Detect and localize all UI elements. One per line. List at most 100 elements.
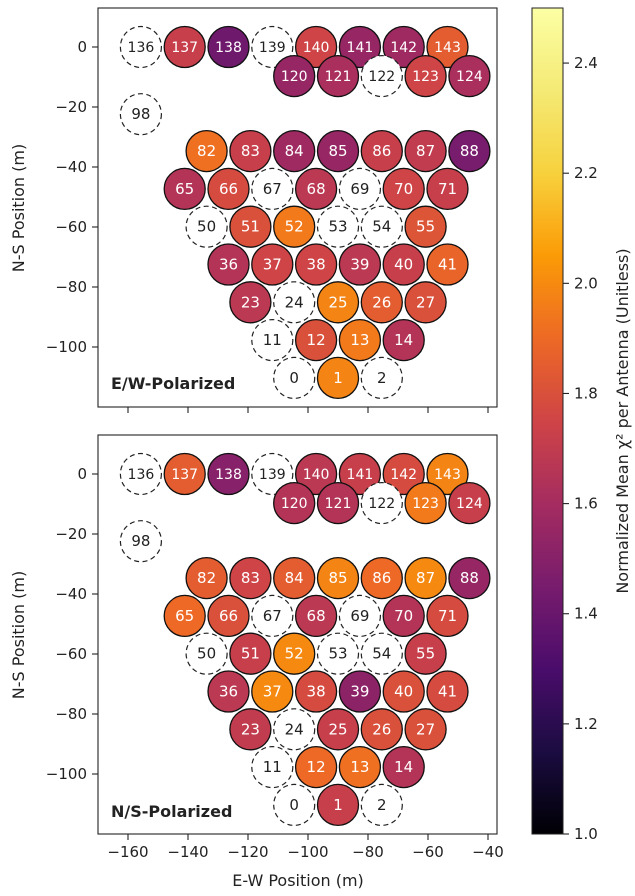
antenna-label: 98: [131, 532, 150, 550]
antenna-marker: [360, 356, 403, 399]
antenna-label: 11: [263, 758, 282, 776]
antenna-marker: [448, 481, 491, 525]
antenna-marker: [251, 670, 294, 713]
antenna-138: 138: [207, 25, 250, 69]
colorbar-tick-label: 1.4: [574, 605, 598, 623]
antenna-0: 0: [273, 356, 316, 399]
antenna-68: 68: [294, 594, 338, 638]
antenna-marker: [404, 54, 447, 98]
antenna-54: 54: [360, 205, 403, 248]
antenna-marker: [382, 594, 425, 638]
y-tick-label: −80: [55, 705, 87, 723]
x-tick-label: −160: [107, 843, 148, 861]
colorbar-tick-label: 1.6: [574, 495, 598, 513]
antenna-label: 66: [219, 607, 238, 625]
antenna-marker: [316, 556, 360, 600]
antenna-label: 36: [219, 256, 238, 274]
antenna-137: 137: [163, 25, 206, 69]
antenna-label: 84: [285, 142, 304, 160]
antenna-label: 69: [350, 607, 369, 625]
antenna-label: 71: [438, 180, 457, 198]
antenna-41: 41: [426, 670, 469, 713]
antenna-marker: [360, 708, 403, 751]
antenna-136: 136: [119, 25, 162, 69]
antenna-51: 51: [229, 632, 272, 675]
antenna-marker: [316, 783, 360, 827]
antenna-label: 14: [394, 758, 413, 776]
antenna-label: 138: [215, 40, 242, 56]
colorbar-ticks: 1.0 1.2 1.4 1.6 1.8 2.0 2.2 2.4: [563, 54, 598, 843]
antenna-label: 141: [347, 40, 374, 56]
antenna-13: 13: [338, 318, 382, 362]
antenna-label: 0: [289, 369, 299, 387]
axis-ticks: 0 −20 −40 −60 −80 −100 −160 −140 −120 −100 −80 −60 −…: [46, 465, 504, 861]
antenna-52: 52: [273, 205, 316, 248]
antenna-label: 98: [131, 105, 150, 123]
antenna-label: 39: [350, 256, 369, 274]
antenna-label: 51: [241, 645, 260, 663]
antenna-label: 82: [197, 142, 216, 160]
antenna-marker: [251, 25, 294, 69]
antenna-label: 27: [416, 293, 435, 311]
antenna-marker: [273, 281, 316, 324]
antenna-label: 82: [197, 569, 216, 587]
antenna-68: 68: [294, 167, 338, 211]
antenna-14: 14: [382, 745, 425, 789]
antenna-label: 83: [241, 569, 260, 587]
antenna-label: 87: [416, 569, 435, 587]
antenna-label: 36: [219, 683, 238, 701]
antenna-marker: [294, 25, 338, 69]
antenna-label: 2: [377, 369, 387, 387]
antenna-label: 55: [416, 645, 435, 663]
antenna-26: 26: [360, 281, 403, 324]
antenna-marker: [273, 129, 316, 173]
antenna-50: 50: [185, 205, 228, 248]
panel-title: E/W-Polarized: [111, 374, 235, 393]
antenna-marker: [185, 129, 228, 173]
antenna-143: 143: [426, 452, 469, 496]
antenna-40: 40: [382, 243, 425, 286]
antenna-marker: [207, 167, 250, 211]
antenna-marker: [251, 167, 294, 210]
antenna-label: 136: [128, 40, 155, 56]
colorbar-tick-label: 2.4: [574, 54, 598, 72]
antenna-label: 85: [328, 142, 347, 160]
antenna-51: 51: [229, 205, 272, 248]
antenna-37: 37: [251, 670, 294, 713]
antenna-label: 87: [416, 142, 435, 160]
antenna-label: 55: [416, 218, 435, 236]
x-tick-label: −80: [352, 843, 384, 861]
antenna-label: 141: [347, 467, 374, 483]
antenna-label: 41: [438, 256, 457, 274]
antenna-140: 140: [294, 25, 338, 69]
antenna-marker: [338, 318, 382, 362]
antenna-marker: [448, 54, 491, 98]
antenna-marker: [119, 25, 162, 69]
antenna-marker: [316, 129, 360, 173]
antenna-69: 69: [338, 594, 381, 638]
antenna-label: 67: [263, 607, 282, 625]
antenna-label: 40: [394, 256, 413, 274]
antenna-27: 27: [404, 281, 447, 324]
antenna-label: 11: [263, 331, 282, 349]
antenna-38: 38: [294, 243, 338, 286]
antenna-marker: [338, 745, 382, 789]
antenna-label: 27: [416, 720, 435, 738]
antenna-label: 37: [263, 256, 282, 274]
antenna-marker: [360, 129, 403, 173]
x-tick-label: −60: [412, 843, 444, 861]
antenna-label: 137: [171, 467, 198, 483]
antenna-label: 26: [372, 720, 391, 738]
antenna-label: 1: [333, 369, 343, 387]
antenna-25: 25: [316, 708, 360, 751]
antenna-label: 124: [456, 496, 483, 512]
antenna-124: 124: [448, 481, 491, 525]
antenna-label: 41: [438, 683, 457, 701]
antenna-70: 70: [382, 167, 425, 211]
antenna-label: 88: [460, 142, 479, 160]
antenna-66: 66: [207, 594, 250, 638]
antenna-marker: [119, 93, 162, 136]
antenna-marker: [273, 556, 316, 600]
colorbar-tick-label: 1.0: [574, 825, 598, 843]
